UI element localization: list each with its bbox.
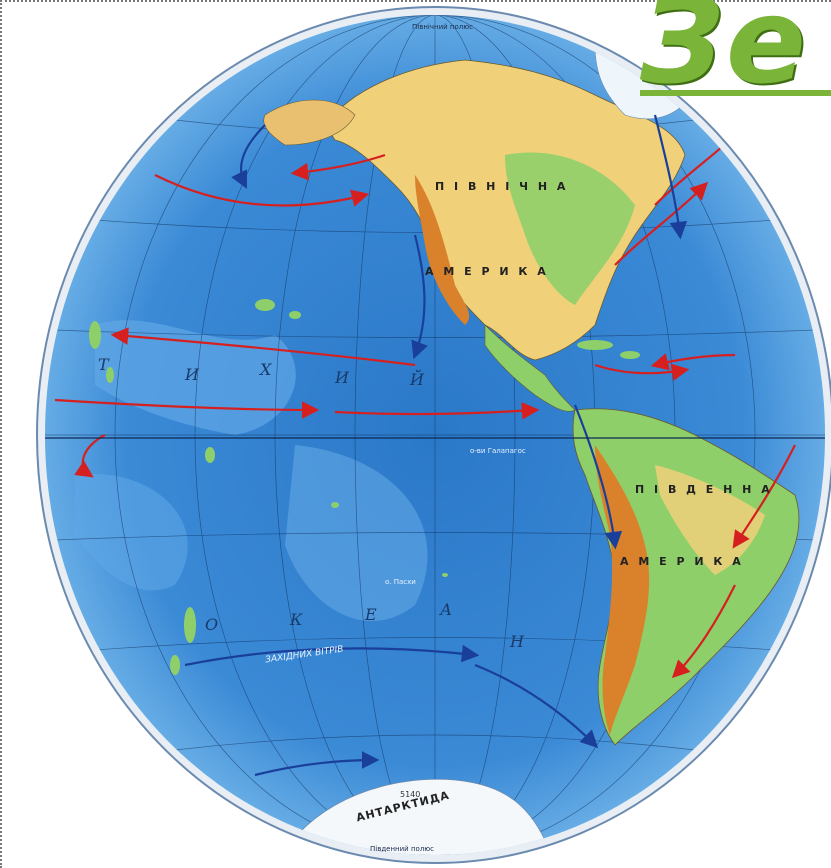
north-america-label-2: А М Е Р И К А (425, 265, 549, 278)
ocean-letter: Н (510, 632, 524, 651)
south-america-label-2: А М Е Р И К А (620, 555, 744, 568)
ocean-letter: Й (410, 370, 424, 389)
pacific-islands (89, 299, 448, 675)
frame-dotted-border-left (0, 0, 2, 868)
ocean-letter: А (440, 600, 453, 619)
ocean-shelf-areas (95, 320, 296, 435)
depth-label: 5140 (400, 790, 421, 799)
ocean-letter: Е (365, 605, 377, 624)
north-america-label-1: П І В Н І Ч Н А (435, 180, 569, 193)
ocean-letter: К (290, 610, 303, 629)
galapagos-label: о-ви Галапагос (470, 447, 526, 455)
ocean-letter: Х (260, 360, 272, 379)
easter-island-label: о. Пасхи (385, 578, 416, 586)
ocean-letter: О (205, 615, 219, 634)
south-pole-label: Південний полюс (370, 845, 435, 853)
page-title-underline (640, 90, 831, 96)
western-hemisphere-map (36, 6, 831, 864)
ocean-letter: И (185, 365, 199, 384)
north-pole-label: Північний полюс (412, 23, 473, 31)
ocean-letter: И (335, 368, 349, 387)
cold-currents (184, 114, 688, 777)
antarctica-landmass (274, 778, 556, 855)
frame-dotted-border-top (0, 0, 831, 2)
south-america-label-1: П І В Д Е Н Н А (635, 483, 773, 496)
warm-currents (54, 131, 796, 679)
ocean-letter: Т (98, 355, 109, 374)
